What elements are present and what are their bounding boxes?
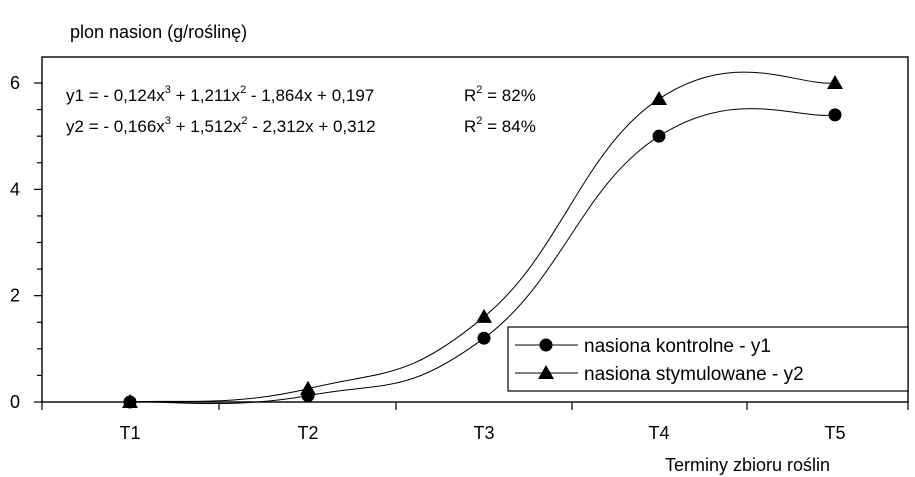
x-tick-label: T3 — [473, 423, 494, 443]
data-point-y2 — [651, 90, 667, 105]
y-axis: 0 2 4 6 — [10, 73, 42, 412]
x-tick-label: T1 — [119, 423, 140, 443]
x-axis: T1 T2 T3 T4 T5 — [41, 402, 909, 443]
y-tick-label: 2 — [10, 286, 20, 306]
equation-y1: y1 = - 0,124x3 + 1,211x2 - 1,864x + 0,19… — [66, 84, 374, 105]
data-point-y2 — [476, 308, 492, 323]
data-point-y2 — [300, 380, 316, 395]
data-point-y2 — [827, 75, 843, 89]
y-tick-label: 0 — [10, 392, 20, 412]
legend-label-y2: nasiona stymulowane - y2 — [584, 364, 804, 385]
y-tick-label: 6 — [10, 73, 20, 93]
equation-y2: y2 = - 0,166x3 + 1,512x2 - 2,312x + 0,31… — [66, 115, 376, 136]
series-line-1 — [129, 108, 836, 405]
r2-y2: R2 = 84% — [464, 115, 536, 136]
x-tick-label: T2 — [297, 423, 318, 443]
plot-area — [41, 56, 909, 403]
data-point-y1 — [477, 331, 491, 345]
x-tick-label: T5 — [824, 423, 845, 443]
x-axis-title: Terminy zbioru roślin — [665, 455, 830, 475]
legend: nasiona kontrolne - y1 nasiona stymulowa… — [507, 326, 909, 392]
y-axis-title: plon nasion (g/roślinę) — [70, 22, 247, 42]
series-line-2 — [129, 71, 836, 403]
data-point-y1 — [652, 129, 666, 143]
x-tick-label: T4 — [648, 423, 669, 443]
data-point-y1 — [828, 108, 842, 122]
series-layer — [122, 71, 843, 409]
legend-marker-y2 — [538, 365, 554, 379]
legend-marker-y1 — [539, 338, 553, 352]
legend-box — [507, 326, 909, 392]
y-tick-label: 4 — [10, 179, 20, 199]
data-point-y2 — [122, 394, 138, 408]
r2-y1: R2 = 82% — [464, 84, 536, 105]
legend-label-y1: nasiona kontrolne - y1 — [584, 336, 771, 357]
